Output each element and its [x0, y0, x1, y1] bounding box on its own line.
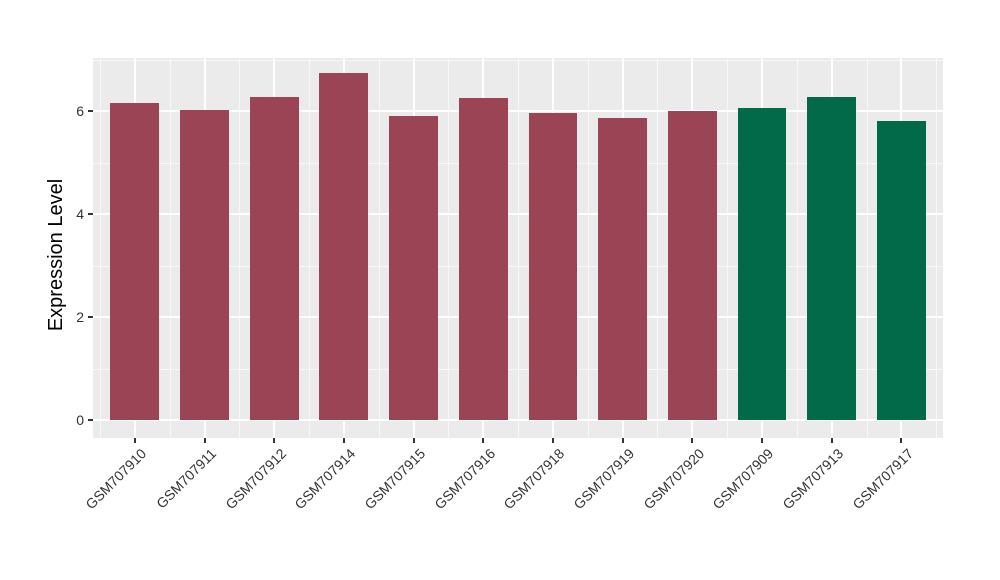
y-tick-label: 2 [76, 309, 84, 326]
minor-gridline-vertical [936, 58, 938, 438]
minor-gridline-vertical [657, 58, 659, 438]
minor-gridline-vertical [866, 58, 868, 438]
x-tick-label: GSM707916 [430, 445, 498, 513]
minor-gridline-horizontal [93, 368, 943, 370]
x-tick-mark [273, 438, 276, 443]
bar-GSM707919 [598, 118, 648, 420]
major-gridline-horizontal [93, 110, 943, 113]
minor-gridline-vertical [309, 58, 311, 438]
minor-gridline-vertical [448, 58, 450, 438]
bar-GSM707916 [458, 98, 508, 420]
x-tick-mark [761, 438, 764, 443]
y-tick-label: 6 [76, 103, 84, 120]
x-tick-label: GSM707920 [640, 445, 707, 513]
bar-GSM707913 [807, 97, 857, 420]
bar-GSM707912 [249, 97, 299, 420]
y-tick-label: 0 [76, 412, 84, 428]
x-tick-mark [133, 438, 136, 443]
bar-GSM707920 [667, 110, 717, 420]
minor-gridline-vertical [99, 58, 101, 438]
major-gridline-horizontal [93, 316, 943, 319]
y-tick-mark [88, 213, 93, 216]
x-tick-label: GSM707913 [779, 445, 847, 513]
minor-gridline-vertical [727, 58, 729, 438]
x-tick-label: GSM707915 [361, 445, 429, 513]
x-tick-mark [900, 438, 903, 443]
x-tick-label: GSM707917 [849, 445, 917, 513]
minor-gridline-vertical [378, 58, 380, 438]
major-gridline-horizontal [93, 213, 943, 216]
x-tick-mark [691, 438, 694, 443]
x-tick-mark [203, 438, 206, 443]
x-tick-label: GSM707919 [570, 445, 638, 513]
bar-GSM707911 [180, 110, 229, 420]
x-tick-mark [621, 438, 624, 443]
bar-GSM707918 [528, 112, 578, 420]
bar-GSM707909 [737, 108, 787, 420]
x-tick-mark [551, 438, 554, 443]
minor-gridline-horizontal [93, 162, 943, 164]
y-tick-mark [88, 110, 93, 113]
plot-panel [93, 58, 943, 438]
minor-gridline-horizontal [93, 265, 943, 267]
y-tick-mark [88, 316, 93, 319]
y-axis-title: Expression Level [45, 178, 67, 332]
bar-GSM707914 [319, 73, 369, 420]
minor-gridline-vertical [587, 58, 589, 438]
x-tick-label: GSM707918 [500, 445, 568, 513]
x-tick-mark [342, 438, 345, 443]
bar-GSM707915 [389, 115, 438, 420]
bar-GSM707910 [110, 103, 160, 420]
bar-GSM707917 [877, 120, 926, 420]
x-tick-label: GSM707911 [152, 445, 220, 512]
major-gridline-horizontal [93, 419, 943, 421]
x-tick-label: GSM707912 [221, 445, 289, 513]
y-tick-label: 4 [76, 206, 84, 223]
x-tick-mark [482, 438, 485, 443]
minor-gridline-horizontal [93, 59, 943, 61]
y-tick-mark [88, 419, 93, 421]
x-tick-mark [830, 438, 833, 443]
minor-gridline-vertical [169, 58, 171, 438]
minor-gridline-vertical [239, 58, 241, 438]
minor-gridline-vertical [518, 58, 520, 438]
x-tick-mark [412, 438, 415, 443]
x-tick-label: GSM707914 [291, 445, 359, 513]
minor-gridline-vertical [796, 58, 798, 438]
x-tick-label: GSM707910 [82, 445, 150, 513]
x-tick-label: GSM707909 [709, 445, 777, 513]
